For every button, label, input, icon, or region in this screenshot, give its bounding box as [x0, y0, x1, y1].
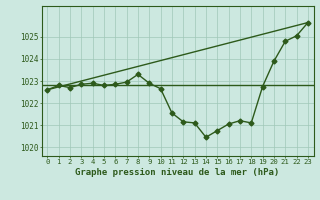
- X-axis label: Graphe pression niveau de la mer (hPa): Graphe pression niveau de la mer (hPa): [76, 168, 280, 177]
